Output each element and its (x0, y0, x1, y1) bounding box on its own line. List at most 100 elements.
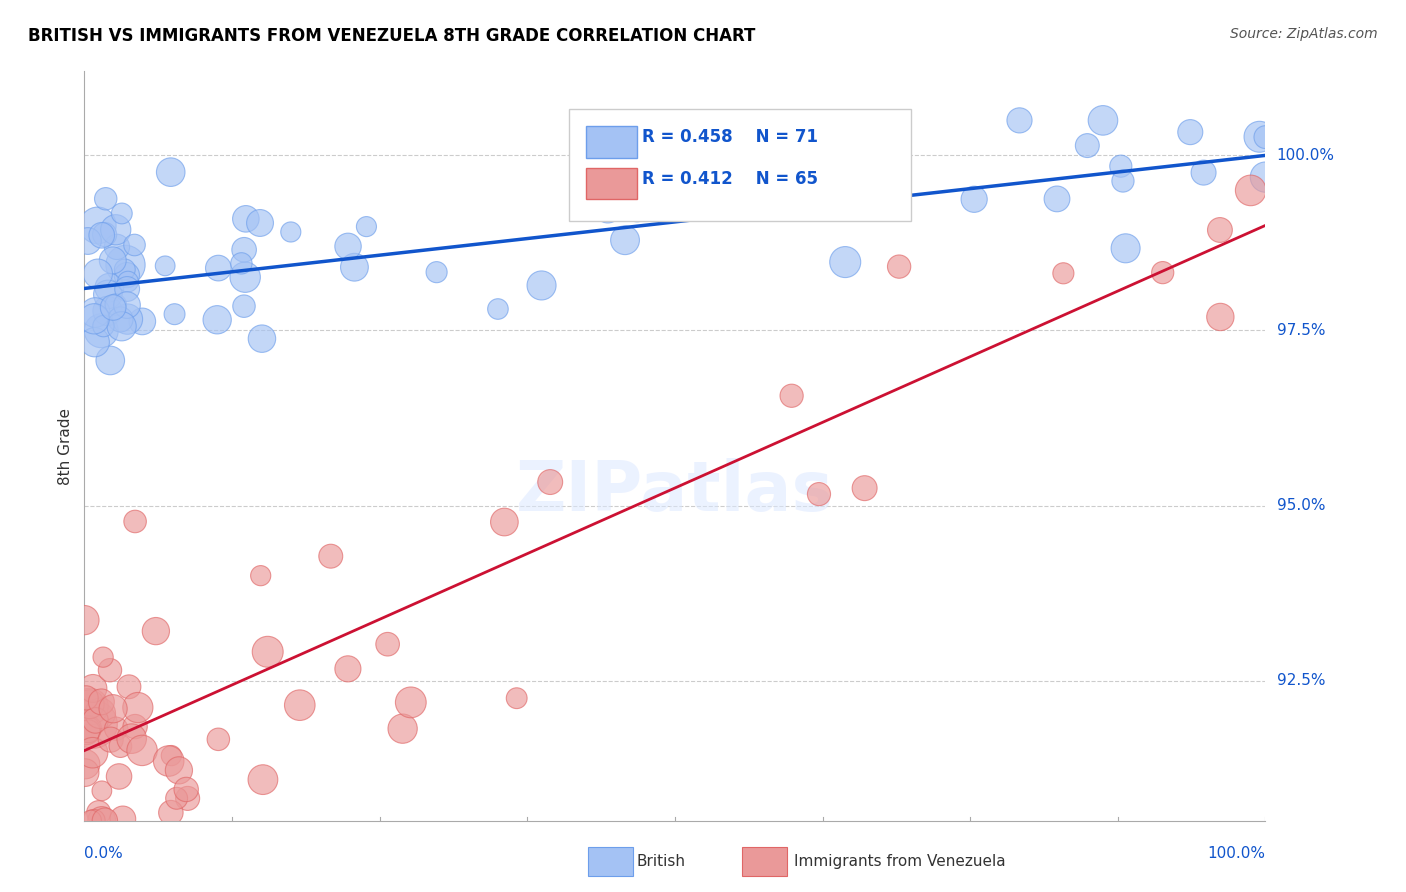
Point (90, 324, 112, 338)
Point (160, 805, 183, 820)
Point (94, 192, 117, 206)
Point (626, 204, 648, 219)
Point (166, 791, 188, 805)
Point (249, 568, 271, 582)
Point (1209, 310, 1232, 324)
Point (159, 165, 181, 179)
Point (110, 312, 132, 326)
Point (118, 680, 141, 694)
Text: 95.0%: 95.0% (1277, 498, 1324, 513)
Point (377, 637, 399, 651)
Point (780, 389, 803, 403)
Point (79, 697, 101, 711)
Point (98, 353, 121, 368)
Point (160, 748, 183, 763)
Point (117, 275, 139, 289)
Point (505, 691, 527, 706)
Text: 97.5%: 97.5% (1277, 323, 1324, 338)
Point (104, 223, 127, 237)
Point (1115, 241, 1137, 255)
Point (280, 225, 302, 239)
Point (486, 301, 509, 316)
Point (1076, 138, 1098, 153)
Text: BRITISH VS IMMIGRANTS FROM VENEZUELA 8TH GRADE CORRELATION CHART: BRITISH VS IMMIGRANTS FROM VENEZUELA 8TH… (28, 27, 755, 45)
Point (288, 698, 311, 713)
Point (399, 695, 422, 709)
Point (84, 305, 107, 319)
Point (1152, 266, 1174, 280)
Point (176, 791, 198, 805)
Point (90, 695, 112, 709)
Point (90, 814, 112, 828)
Point (336, 662, 359, 676)
Point (101, 702, 124, 716)
Point (82, 681, 104, 696)
Point (494, 515, 516, 529)
Point (80, 814, 103, 828)
Text: ZIPatlas: ZIPatlas (516, 458, 834, 525)
Point (596, 202, 619, 216)
Point (89, 706, 111, 721)
Point (145, 624, 167, 639)
Point (207, 732, 229, 747)
Point (93, 319, 115, 334)
Point (1254, 170, 1277, 185)
Point (75, 757, 97, 772)
Point (1209, 223, 1232, 237)
Point (101, 253, 124, 268)
Point (853, 481, 876, 495)
Point (131, 314, 153, 328)
Point (75, 723, 97, 738)
Point (249, 216, 271, 230)
Point (1249, 129, 1271, 144)
Point (83, 335, 105, 350)
Point (233, 299, 256, 313)
Point (83, 311, 105, 326)
Point (963, 192, 986, 206)
Point (538, 475, 561, 489)
Point (115, 282, 138, 296)
Text: R = 0.458    N = 71: R = 0.458 N = 71 (641, 128, 818, 146)
Point (1112, 174, 1135, 188)
Point (114, 262, 136, 277)
Point (82, 746, 104, 760)
FancyBboxPatch shape (568, 109, 911, 221)
Point (111, 812, 134, 826)
Point (124, 238, 146, 252)
Point (124, 515, 146, 529)
Text: 0.0%: 0.0% (84, 846, 124, 861)
Point (77, 722, 100, 736)
Point (167, 764, 190, 778)
Y-axis label: 8th Grade: 8th Grade (58, 408, 73, 484)
Point (807, 487, 830, 501)
Point (250, 332, 273, 346)
Point (887, 260, 910, 274)
Point (98, 663, 121, 677)
Point (1180, 125, 1202, 139)
Point (614, 233, 637, 247)
Point (233, 270, 256, 285)
Point (231, 256, 253, 270)
Point (104, 298, 127, 312)
Point (530, 278, 553, 293)
Text: 100.0%: 100.0% (1277, 148, 1334, 163)
Point (163, 307, 186, 321)
Point (77, 234, 100, 248)
Point (157, 754, 180, 768)
Point (83, 814, 105, 828)
Point (205, 312, 228, 326)
Text: Immigrants from Venezuela: Immigrants from Venezuela (794, 855, 1007, 869)
Point (87, 267, 110, 281)
Point (96, 304, 118, 318)
Point (131, 743, 153, 757)
Point (108, 769, 131, 783)
Point (1109, 159, 1132, 173)
Text: Source: ZipAtlas.com: Source: ZipAtlas.com (1230, 27, 1378, 41)
Point (93, 227, 115, 242)
Point (174, 782, 197, 797)
Point (87, 219, 110, 233)
Point (94, 814, 117, 828)
Point (75, 690, 97, 705)
Point (111, 206, 134, 220)
Point (115, 298, 138, 312)
